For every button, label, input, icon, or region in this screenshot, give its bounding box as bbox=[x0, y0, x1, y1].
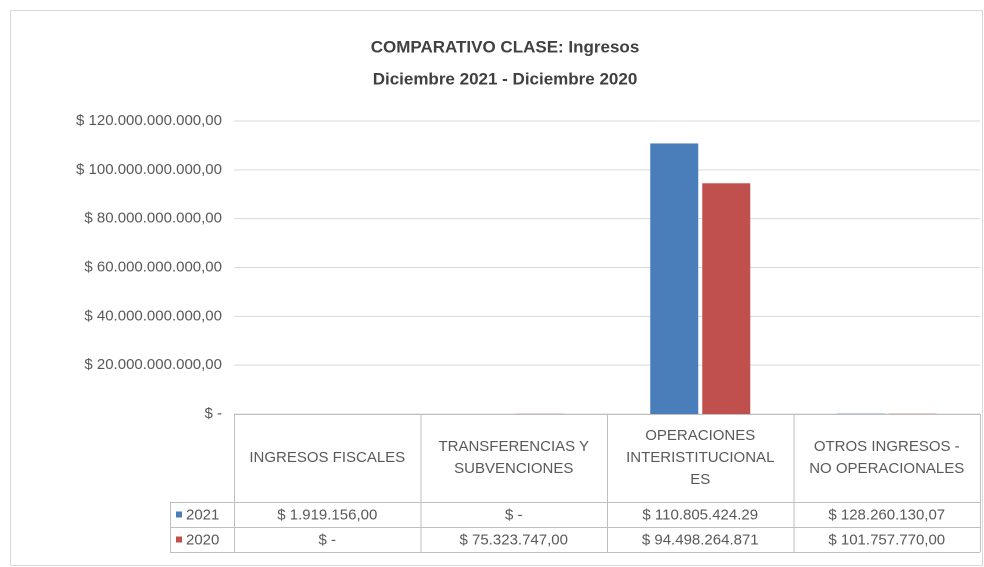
y-tick-label: $ 120.000.000.000,00 bbox=[76, 112, 222, 129]
chart-title: COMPARATIVO CLASE: Ingresos bbox=[371, 37, 640, 56]
legend-swatch bbox=[176, 511, 182, 518]
data-table-value: $ 1.919.156,00 bbox=[277, 506, 377, 523]
legend-swatch bbox=[176, 536, 182, 543]
bar bbox=[650, 143, 699, 415]
data-table-value: $ 94.498.264.871 bbox=[642, 531, 759, 548]
data-table-value: $ 75.323.747,00 bbox=[460, 531, 568, 548]
x-tick-label: INTERISTITUCIONAL bbox=[626, 449, 774, 466]
chart-subtitle: Diciembre 2021 - Diciembre 2020 bbox=[373, 69, 638, 88]
y-tick-label: $ 80.000.000.000,00 bbox=[84, 210, 222, 227]
x-tick-label: ES bbox=[690, 471, 710, 488]
x-tick-label: OTROS INGRESOS - bbox=[814, 438, 960, 455]
legend-label: 2021 bbox=[186, 506, 219, 523]
x-tick-label: TRANSFERENCIAS Y bbox=[438, 438, 589, 455]
data-table-value: $ 128.260.130,07 bbox=[828, 506, 945, 523]
x-tick-label: NO OPERACIONALES bbox=[809, 460, 964, 477]
y-tick-label: $ 40.000.000.000,00 bbox=[84, 307, 222, 324]
data-table-value: $ - bbox=[318, 531, 336, 548]
y-tick-label: $ 100.000.000.000,00 bbox=[76, 161, 222, 178]
legend-label: 2020 bbox=[186, 531, 219, 548]
data-table-value: $ 110.805.424.29 bbox=[642, 506, 758, 523]
bar bbox=[702, 183, 751, 414]
x-tick-label: SUBVENCIONES bbox=[454, 460, 573, 477]
data-table-value: $ - bbox=[505, 506, 523, 523]
data-table-value: $ 101.757.770,00 bbox=[828, 531, 945, 548]
y-tick-label: $ - bbox=[204, 405, 222, 422]
y-tick-label: $ 20.000.000.000,00 bbox=[84, 356, 222, 373]
x-tick-label: INGRESOS FISCALES bbox=[249, 449, 405, 466]
chart-border bbox=[10, 10, 983, 566]
x-tick-label: OPERACIONES bbox=[645, 427, 755, 444]
y-tick-label: $ 60.000.000.000,00 bbox=[84, 258, 222, 275]
